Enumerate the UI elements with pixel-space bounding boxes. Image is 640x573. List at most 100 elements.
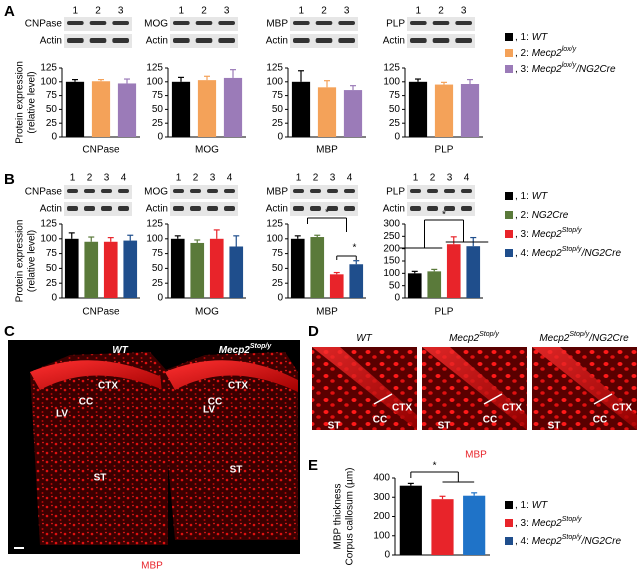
lane-number: 3 — [330, 173, 336, 184]
significance: * — [433, 461, 437, 472]
text-part: WT — [532, 191, 548, 202]
blot-band — [173, 189, 184, 193]
region-label: CTX — [392, 403, 412, 414]
image-title: WT — [356, 333, 372, 344]
y-tick-label: 75 — [152, 90, 164, 101]
y-tick-label: 125 — [266, 63, 283, 74]
blot-band — [427, 206, 438, 211]
blot-band — [444, 189, 455, 193]
blot-label: MOG — [144, 187, 168, 198]
x-axis-label: MBP — [316, 307, 338, 318]
blot-band — [410, 21, 427, 25]
blot-band — [310, 206, 321, 211]
corpus-callosum — [165, 360, 298, 392]
blot-band — [89, 38, 107, 43]
blot-label: PLP — [386, 187, 405, 198]
region-label: CC — [79, 397, 93, 408]
bar — [343, 90, 363, 137]
y-tick-label: 0 — [394, 293, 400, 304]
legend-label: , 4: Mecp2Stop/y/NG2Cre — [515, 534, 621, 546]
blot-band — [455, 21, 472, 25]
legend-swatch — [505, 33, 513, 41]
y-axis-label: (relative level) — [27, 71, 38, 133]
y-tick-label: 25 — [389, 118, 401, 129]
bar — [466, 246, 481, 298]
region-label: LV — [56, 409, 68, 420]
text-part: Mecp2 — [532, 536, 562, 547]
lane-number: 2 — [193, 173, 199, 184]
text-part: Mecp2 — [532, 229, 562, 240]
blot-band — [101, 206, 112, 211]
y-axis-label: Protein expression — [15, 220, 26, 303]
bar — [329, 274, 344, 298]
text-part: , 3: — [515, 64, 532, 75]
y-tick-label: 100 — [383, 268, 400, 279]
text-part: Mecp2 — [539, 333, 569, 344]
blot-strip — [407, 202, 475, 216]
bar — [434, 84, 454, 137]
region-label: CC — [483, 415, 497, 426]
x-axis-label: MOG — [195, 145, 219, 156]
lane-number: 2 — [430, 173, 436, 184]
text-part: Mecp2 — [532, 518, 562, 529]
lane-number: 1 — [70, 173, 76, 184]
blot-strip — [64, 185, 132, 199]
panel-label: A — [4, 3, 15, 20]
blot-band — [67, 206, 78, 211]
y-tick-label: 0 — [51, 132, 57, 143]
blot-band — [112, 38, 129, 43]
y-tick-label: 75 — [389, 90, 401, 101]
blot-band — [118, 189, 129, 193]
y-tick-label: 300 — [373, 492, 390, 503]
image-title: WT — [112, 345, 128, 356]
blot-label: MOG — [144, 19, 168, 30]
image-title: Mecp2Stop/y — [219, 343, 273, 355]
lane-number: 2 — [438, 6, 444, 17]
blot-band — [327, 189, 338, 193]
region-label: CTX — [228, 381, 248, 392]
text-part: Mecp2 — [532, 48, 562, 59]
thickness-arrow — [483, 393, 503, 405]
lane-number: 4 — [464, 173, 470, 184]
thickness-arrow — [373, 393, 393, 405]
micrographs: WTCTXCCLVSTMecp2Stop/yCTXCCLVSTMBPWTCTXC… — [8, 331, 637, 572]
lane-number: 2 — [321, 6, 327, 17]
y-tick-label: 75 — [152, 248, 164, 259]
bar — [349, 264, 364, 298]
blot-band — [327, 206, 338, 211]
bar — [291, 81, 311, 137]
blot-band — [315, 21, 333, 25]
blot-band — [293, 206, 304, 211]
y-axis-label: Protein expression — [15, 61, 26, 144]
bar — [290, 238, 305, 298]
blot-strip — [290, 202, 358, 216]
y-tick-label: 25 — [152, 118, 164, 129]
lane-number: 2 — [313, 173, 319, 184]
text-part: , 1: — [515, 32, 532, 43]
y-tick-label: 50 — [389, 280, 401, 291]
lane-number: 3 — [118, 6, 124, 17]
blot-band — [432, 21, 450, 25]
region-label: CC — [208, 397, 222, 408]
legend-label: , 1: WT — [515, 500, 548, 511]
legend-swatch — [505, 249, 513, 257]
lane-number: 1 — [296, 173, 302, 184]
blot-label: Actin — [383, 36, 405, 47]
lane-number: 3 — [224, 6, 230, 17]
y-tick-label: 50 — [46, 104, 58, 115]
text-part: , 2: — [515, 210, 532, 221]
bar — [407, 273, 422, 298]
legend-label: , 4: Mecp2Stop/y/NG2Cre — [515, 246, 621, 258]
blot-strip — [170, 185, 238, 199]
blot-label: CNPase — [25, 187, 63, 198]
text-part: , 1: — [515, 500, 532, 511]
bar — [310, 237, 325, 298]
blot-band — [461, 206, 472, 211]
text-part: , 2: — [515, 48, 532, 59]
y-tick-label: 75 — [46, 248, 58, 259]
legend-label: , 3: Mecp2Stop/y — [515, 227, 582, 239]
blot-band — [67, 21, 84, 25]
region-label: CTX — [612, 403, 632, 414]
region-label: ST — [438, 421, 451, 432]
